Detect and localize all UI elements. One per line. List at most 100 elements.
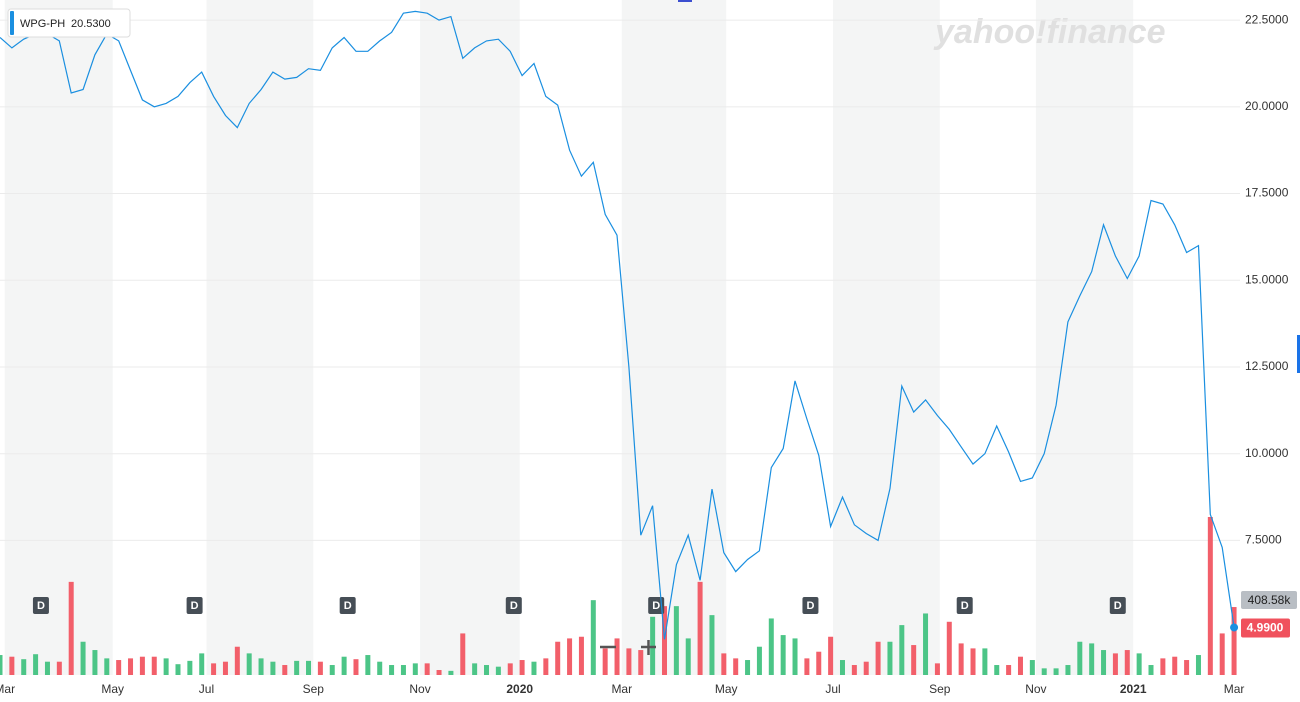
volume-bar [839, 660, 845, 675]
volume-bar [329, 665, 335, 675]
dividend-marker: D [191, 600, 199, 612]
volume-bar [104, 658, 110, 675]
volume-bar [222, 661, 228, 675]
volume-bar [673, 606, 679, 675]
legend-value: 20.5300 [71, 18, 111, 30]
month-band [206, 0, 314, 675]
volume-bar [80, 641, 86, 675]
volume-bar [697, 581, 703, 675]
x-tick-label: Sep [303, 682, 325, 696]
month-band [1035, 0, 1134, 675]
volume-bar [21, 659, 27, 675]
x-tick-label: Jul [825, 682, 840, 696]
legend-box [7, 8, 131, 38]
volume-bar [946, 621, 952, 675]
volume-bar [460, 633, 466, 675]
volume-bar [92, 650, 98, 675]
volume-bar [0, 655, 3, 675]
volume-bar [128, 658, 134, 675]
dividend-marker: D [344, 600, 352, 612]
volume-bar [923, 613, 929, 675]
dividend-marker-bg [802, 597, 819, 614]
volume-bar [270, 661, 276, 675]
volume-bar [341, 656, 347, 675]
volume-bar [958, 643, 964, 675]
volume-bar [1101, 650, 1107, 675]
volume-bar [661, 606, 667, 675]
dividend-marker-bg [32, 597, 49, 614]
volume-bar [448, 670, 454, 675]
volume-bar [151, 656, 157, 675]
volume-bar [116, 660, 122, 675]
volume-bar [258, 658, 264, 675]
last-point [1230, 623, 1239, 632]
volume-bar [733, 658, 739, 675]
y-tick-label: 12.5000 [1245, 359, 1289, 373]
x-tick-label: Sep [929, 682, 951, 696]
volume-bar [187, 660, 193, 675]
volume-bar [68, 581, 74, 675]
volume-bar [1089, 643, 1095, 675]
volume-bar [543, 658, 549, 675]
volume-bar [851, 665, 857, 675]
x-tick-label: 2021 [1120, 682, 1147, 696]
dividend-marker: D [510, 600, 518, 612]
volume-bar [377, 661, 383, 675]
volume-bar [1184, 660, 1190, 675]
volume-bar [495, 666, 501, 675]
volume-bar [1124, 650, 1130, 675]
dividend-marker-bg [186, 597, 203, 614]
x-tick-label: Jul [199, 682, 214, 696]
volume-bar [1136, 653, 1142, 675]
y-tick-label: 7.5000 [1245, 533, 1282, 547]
volume-bar [756, 646, 762, 675]
month-band [832, 0, 940, 675]
volume-bar [1077, 641, 1083, 675]
volume-bar [970, 648, 976, 675]
volume-bar [1231, 607, 1237, 675]
dividend-marker-bg [1109, 597, 1126, 614]
volume-bar [1029, 660, 1035, 675]
volume-bar [211, 663, 217, 675]
volume-tag: 408.58k [1248, 593, 1292, 607]
volume-bar [875, 641, 881, 675]
dividend-marker: D [806, 600, 814, 612]
volume-bar [899, 625, 905, 675]
volume-bar [804, 658, 810, 675]
volume-bar [863, 661, 869, 675]
volume-bar [911, 645, 917, 675]
volume-bar [412, 663, 418, 675]
volume-bar [56, 661, 62, 675]
volume-bar [353, 659, 359, 675]
volume-bar [1006, 665, 1012, 675]
volume-bar [234, 646, 240, 675]
month-band [420, 0, 520, 675]
x-tick-label: Nov [409, 682, 430, 696]
dividend-marker-bg [505, 597, 522, 614]
legend-swatch [10, 11, 14, 35]
top-handle[interactable] [678, 0, 692, 2]
volume-bar [828, 636, 834, 675]
volume-bar [246, 653, 252, 675]
month-band [621, 0, 727, 675]
volume-bar [294, 660, 300, 675]
right-handle[interactable] [1297, 335, 1300, 373]
y-tick-label: 22.5000 [1245, 12, 1289, 26]
volume-tag-bg [1241, 591, 1297, 610]
volume-bar [389, 665, 395, 675]
x-tick-label: 2020 [506, 682, 533, 696]
volume-bar [982, 648, 988, 675]
month-band [4, 0, 113, 675]
volume-bar [792, 638, 798, 675]
y-tick-label: 10.0000 [1245, 446, 1289, 460]
dividend-marker-bg [339, 597, 356, 614]
volume-bar [590, 600, 596, 675]
volume-bar [816, 651, 822, 675]
volume-bar [175, 664, 181, 675]
volume-bar [44, 661, 50, 675]
y-tick-label: 17.5000 [1245, 186, 1289, 200]
volume-bar [1041, 668, 1047, 675]
volume-bar [1195, 655, 1201, 675]
volume-bar [1172, 656, 1178, 675]
volume-bar [1160, 658, 1166, 675]
